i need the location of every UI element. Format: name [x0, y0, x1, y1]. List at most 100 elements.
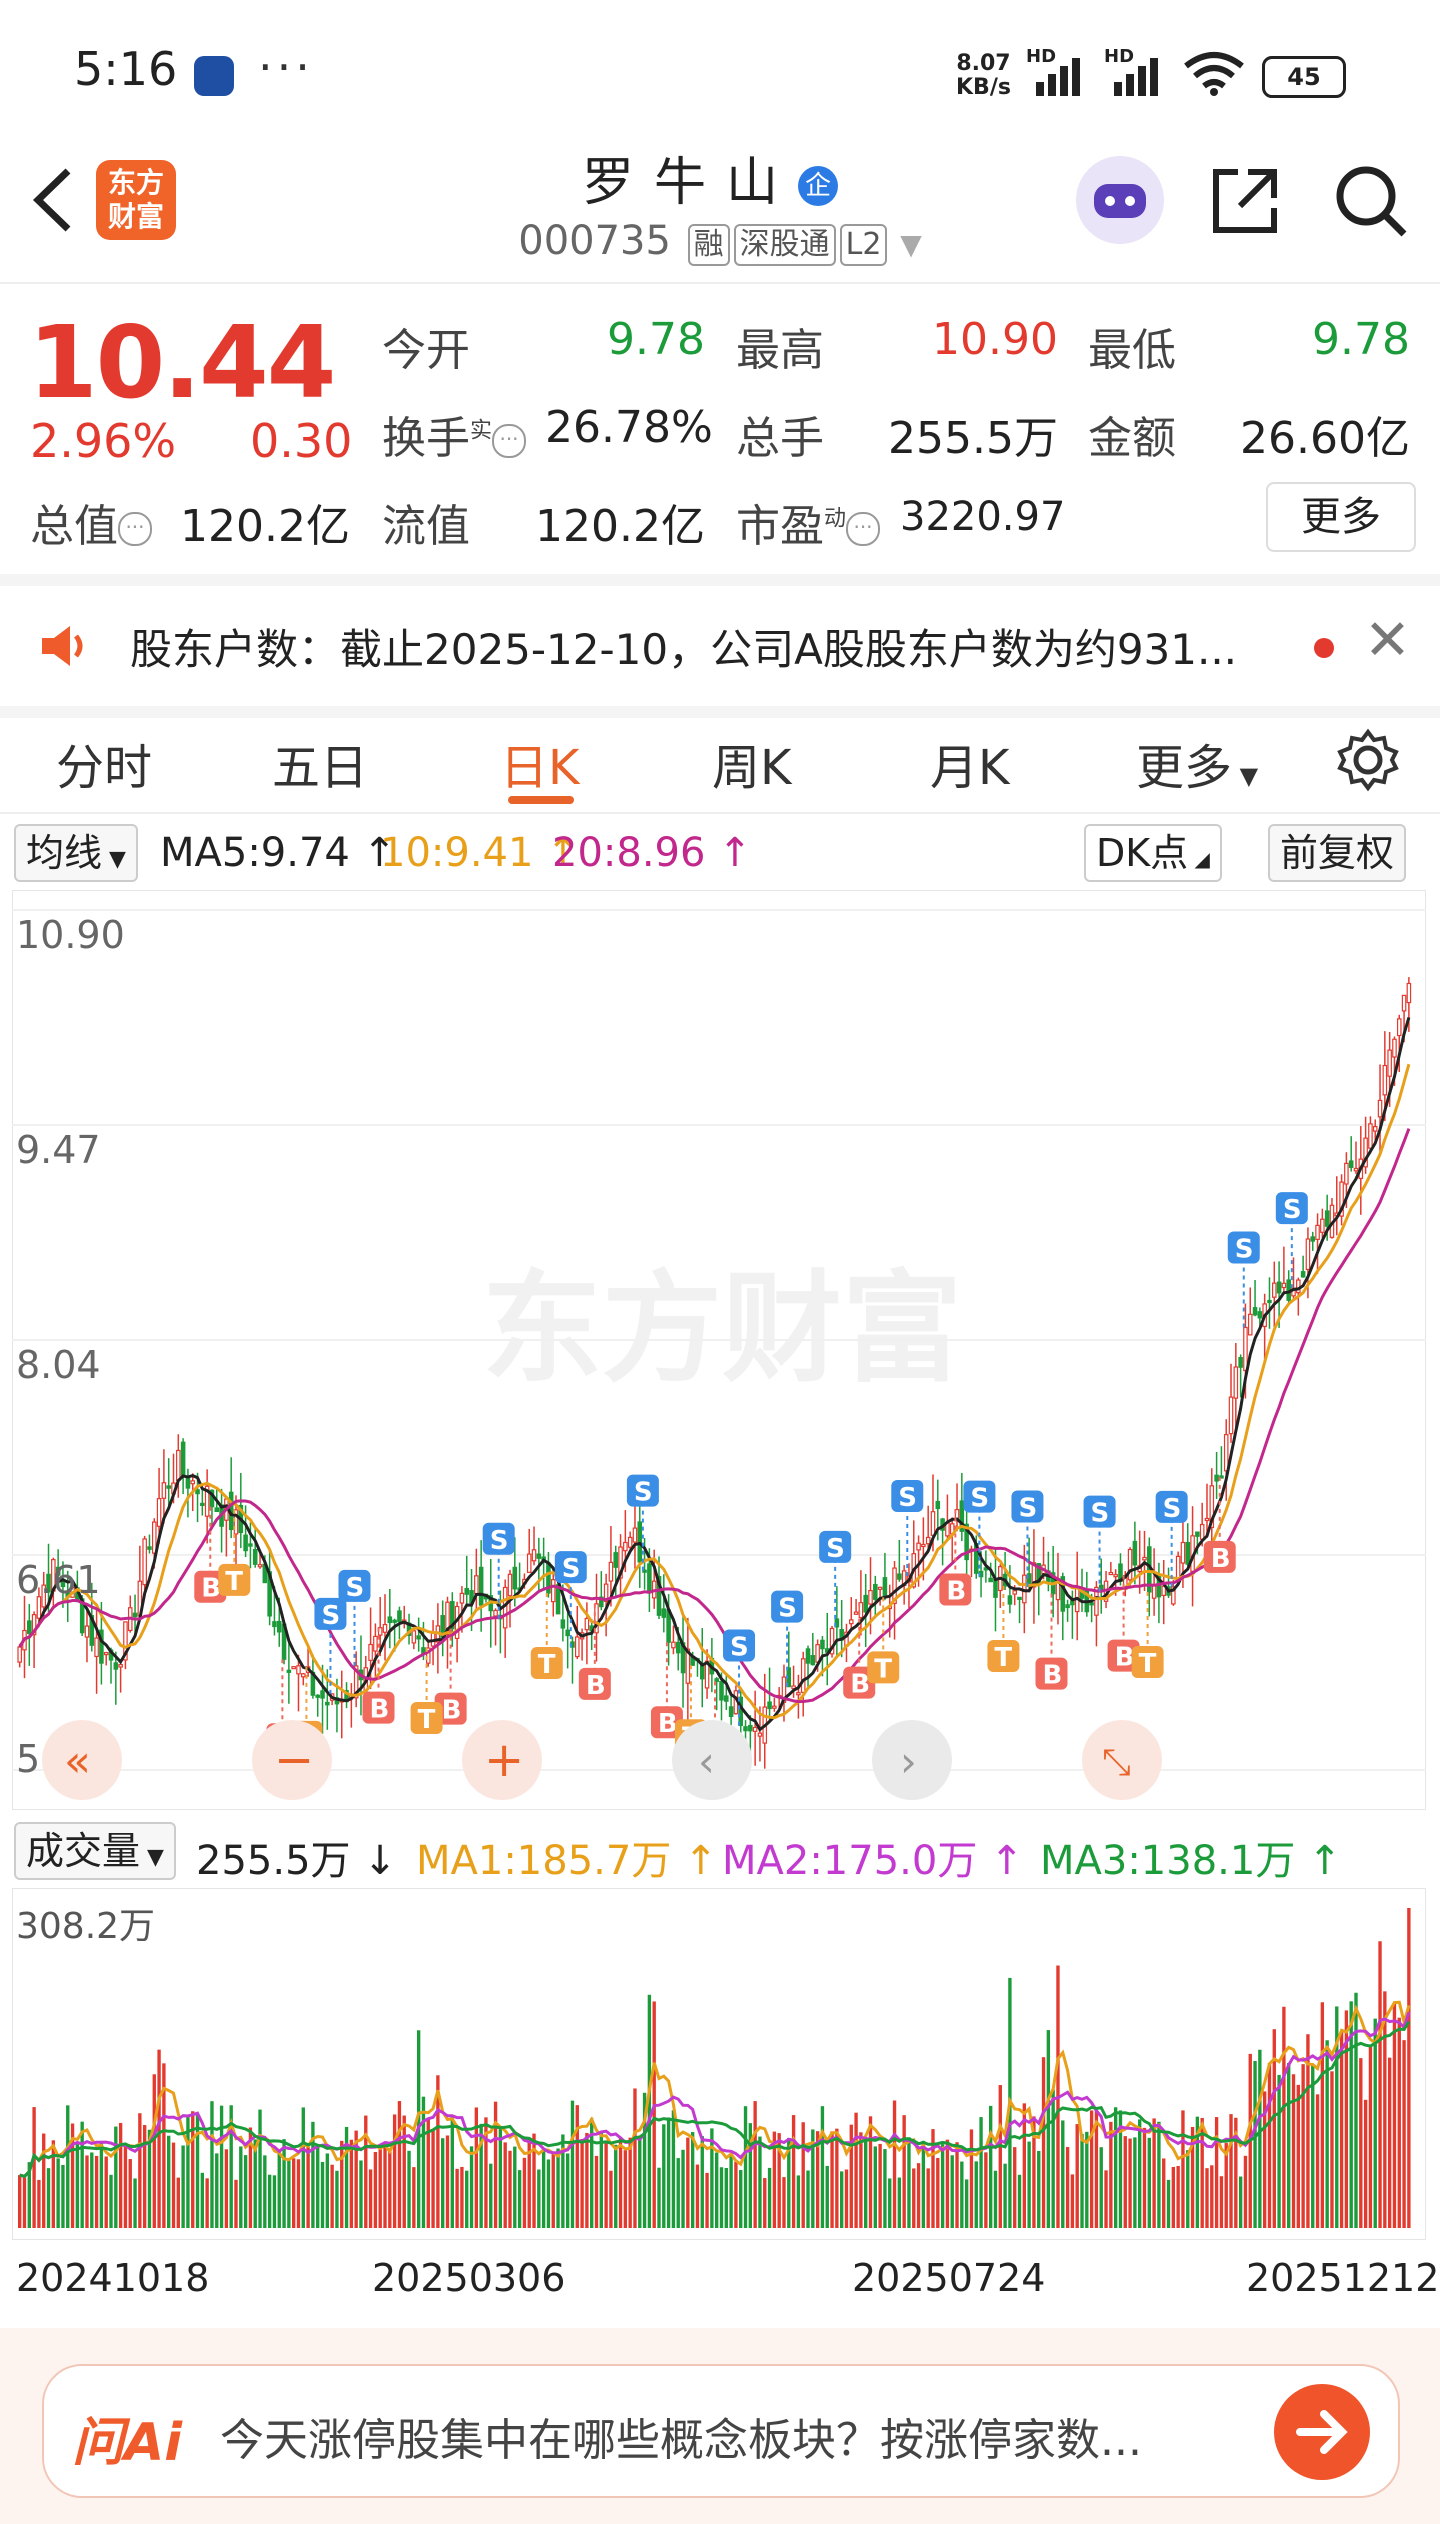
candle-body — [425, 1647, 431, 1664]
status-bar: 5:16 ··· 8.07 KB/s HD HD 45 — [0, 0, 1440, 140]
volume-bar — [1032, 2116, 1036, 2228]
volume-bar — [1061, 2120, 1065, 2228]
volume-bar — [32, 2107, 36, 2228]
tab-intraday[interactable]: 分时 — [56, 740, 153, 796]
tab-more[interactable]: 更多 ▼ — [1136, 740, 1259, 796]
volume-bar — [743, 2106, 748, 2228]
volume-bar — [614, 2144, 618, 2228]
candle-body — [882, 1577, 888, 1598]
signal-letter: S — [826, 1534, 845, 1564]
volume-bar — [854, 2112, 858, 2228]
zoom-out-button[interactable] — [252, 1720, 332, 1800]
change-percent: 2.96% — [30, 414, 177, 468]
kline-chart[interactable]: 东方财富 SSSSSSSSSSSSSSSBBBBBBBBBBBBTTTTTTTT… — [12, 890, 1426, 1810]
volume-bar — [90, 2152, 94, 2228]
signal-s-marker — [1155, 1490, 1188, 1523]
volume-bar — [1147, 2137, 1151, 2228]
volume-bar — [1003, 2163, 1007, 2228]
settings-gear-icon[interactable] — [1336, 728, 1400, 792]
ma-selector[interactable]: 均线 ▼ — [14, 824, 138, 882]
fullscreen-button[interactable] — [1082, 1720, 1162, 1800]
candle-body — [214, 1507, 220, 1513]
prev-button[interactable] — [672, 1720, 752, 1800]
candle-body — [916, 1542, 921, 1551]
scroll-left-button[interactable] — [42, 1720, 122, 1800]
candle-body — [1070, 1600, 1075, 1606]
more-quote-button[interactable]: 更多 — [1266, 482, 1416, 552]
volume-bar — [296, 2159, 301, 2228]
ai-question-input[interactable]: 问Ai 今天涨停股集中在哪些概念板块？按涨停家数... — [42, 2364, 1400, 2498]
notice-text[interactable]: 股东户数：截止2025-12-10，公司A股股东户数为约931... — [130, 625, 1238, 674]
candle-body — [1036, 1563, 1042, 1584]
candle-body — [132, 1612, 138, 1618]
volume-bar — [998, 2085, 1002, 2228]
signal-b-marker — [650, 1706, 683, 1739]
volume-bar — [1094, 2110, 1099, 2228]
tab-daily-k[interactable]: 日K — [500, 740, 580, 796]
close-icon[interactable]: ✕ — [1364, 608, 1411, 673]
info-icon: ··· — [492, 424, 527, 458]
candle-body — [805, 1648, 811, 1664]
volume-bar — [37, 2179, 41, 2228]
volume-bar — [1320, 2002, 1325, 2228]
candle-body — [84, 1625, 90, 1638]
volume-bar — [1176, 2165, 1180, 2228]
ai-suggestion-text[interactable]: 今天涨停股集中在哪些概念板块？按涨停家数... — [220, 2415, 1142, 2466]
zoom-in-button[interactable] — [462, 1720, 542, 1800]
volume-bar — [686, 2137, 690, 2228]
notice-banner[interactable]: 股东户数：截止2025-12-10，公司A股股东户数为约931... ✕ — [0, 574, 1440, 718]
value-total-cap: 120.2亿 — [180, 501, 350, 552]
candle-body — [1142, 1556, 1147, 1561]
volume-bar — [460, 2166, 464, 2228]
candle-body — [1406, 982, 1412, 1004]
tab-monthly-k[interactable]: 月K — [930, 740, 1010, 796]
candle-body — [1127, 1548, 1133, 1581]
volume-bar — [46, 2168, 51, 2228]
candle-body — [772, 1705, 777, 1709]
candle-body — [1094, 1586, 1099, 1616]
send-button[interactable] — [1274, 2384, 1370, 2480]
dk-point-selector[interactable]: DK点 ◢ — [1084, 824, 1222, 882]
candle-body — [147, 1546, 152, 1550]
candle-body — [921, 1543, 926, 1548]
candle-body — [1396, 1018, 1402, 1037]
candle-body — [1017, 1596, 1022, 1600]
volume-bar — [75, 2144, 80, 2228]
candle-body — [560, 1619, 566, 1629]
volume-bar — [1224, 2143, 1228, 2228]
adjust-selector[interactable]: 前复权 — [1268, 824, 1407, 882]
volume-bar — [138, 2113, 142, 2228]
candle-body — [550, 1579, 556, 1603]
tab-weekly-k[interactable]: 周K — [712, 740, 792, 796]
volume-indicator-selector[interactable]: 成交量 ▼ — [14, 1822, 176, 1880]
volume-bar — [176, 2177, 180, 2228]
volume-bar — [902, 2115, 906, 2228]
next-button[interactable] — [872, 1720, 952, 1800]
share-icon[interactable] — [1208, 164, 1282, 238]
volume-bar — [1335, 2006, 1339, 2228]
candle-body — [195, 1489, 200, 1495]
volume-bar — [830, 2131, 834, 2228]
more-notifications-icon: ··· — [258, 40, 314, 94]
candle-body — [1243, 1326, 1248, 1372]
value-open: 9.78 — [607, 314, 705, 365]
volume-bar — [1287, 2063, 1291, 2228]
volume-bar — [22, 2177, 27, 2228]
search-icon[interactable] — [1330, 160, 1410, 240]
ai-assistant-avatar[interactable] — [1076, 156, 1164, 244]
candle-body — [565, 1629, 570, 1637]
tab-five-day[interactable]: 五日 — [272, 740, 369, 796]
volume-bar — [412, 2167, 416, 2228]
app-logo[interactable]: 东方财富 — [96, 160, 176, 240]
signal-t-marker — [218, 1563, 251, 1596]
stock-code-row[interactable]: 000735 融深股通 L2 ▼ — [460, 218, 980, 266]
unread-dot — [1314, 638, 1334, 658]
volume-bar — [498, 2128, 503, 2228]
back-button[interactable] — [30, 165, 74, 246]
volume-bar — [508, 2150, 512, 2228]
candle-body — [531, 1549, 537, 1562]
label-amount: 金额 — [1088, 413, 1176, 464]
volume-chart[interactable]: 308.2万 — [12, 1888, 1426, 2240]
candle-body — [796, 1692, 801, 1696]
candle-body — [748, 1724, 753, 1732]
